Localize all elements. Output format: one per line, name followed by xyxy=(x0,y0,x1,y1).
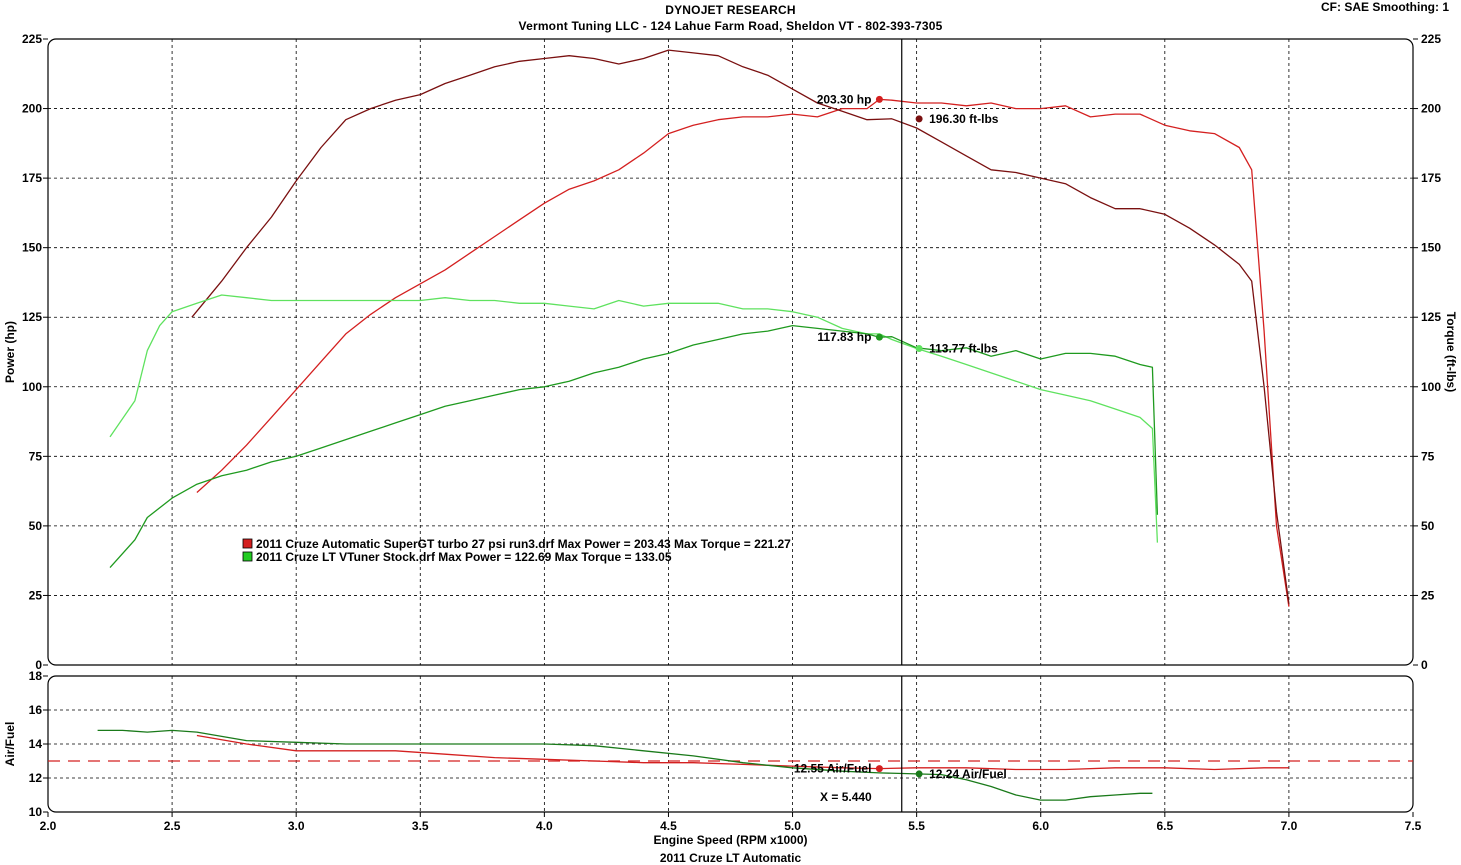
airfuel-annotation-marker xyxy=(915,770,923,778)
annotation-marker xyxy=(915,115,923,123)
annotation-label: 203.30 hp xyxy=(817,92,872,106)
y2-axis-label: Torque (ft-lbs) xyxy=(1444,312,1458,392)
x-tick-label: 4.5 xyxy=(660,819,677,833)
y2-tick-label: 75 xyxy=(1421,449,1435,463)
cf-smoothing-info: CF: SAE Smoothing: 1 xyxy=(1321,0,1449,14)
airfuel-tick-label: 16 xyxy=(29,703,43,717)
x-tick-label: 5.5 xyxy=(908,819,925,833)
annotation-marker xyxy=(875,333,883,341)
airfuel-tick-label: 12 xyxy=(29,771,43,785)
airfuel-annotation-marker xyxy=(875,765,883,773)
y2-tick-label: 25 xyxy=(1421,588,1435,602)
green-airfuel-series xyxy=(97,729,1153,801)
y-tick-label: 0 xyxy=(35,658,42,672)
y-tick-label: 125 xyxy=(22,310,42,324)
y2-tick-label: 150 xyxy=(1421,241,1441,255)
y-tick-label: 175 xyxy=(22,171,42,185)
y2-tick-label: 200 xyxy=(1421,102,1441,116)
annotation-marker xyxy=(875,95,883,103)
airfuel-tick-label: 10 xyxy=(29,805,43,819)
y-tick-label: 25 xyxy=(29,588,43,602)
annotation-marker xyxy=(915,344,923,352)
y-axis-label: Power (hp) xyxy=(3,321,17,383)
legend-swatch xyxy=(242,538,253,549)
x-tick-label: 7.5 xyxy=(1405,819,1422,833)
y2-tick-label: 225 xyxy=(1421,32,1441,46)
y-tick-label: 150 xyxy=(22,241,42,255)
legend-entry: 2011 Cruze Automatic SuperGT turbo 27 ps… xyxy=(256,537,791,551)
y2-tick-label: 125 xyxy=(1421,310,1441,324)
cursor-label: X = 5.440 xyxy=(820,790,872,804)
y-tick-label: 225 xyxy=(22,32,42,46)
y-tick-label: 200 xyxy=(22,102,42,116)
x-tick-label: 6.5 xyxy=(1156,819,1173,833)
x-tick-label: 7.0 xyxy=(1281,819,1298,833)
airfuel-annotation-label: 12.24 Air/Fuel xyxy=(929,767,1007,781)
airfuel-axis-label: Air/Fuel xyxy=(3,722,17,767)
x-tick-label: 6.0 xyxy=(1032,819,1049,833)
header-subtitle: Vermont Tuning LLC - 124 Lahue Farm Road… xyxy=(518,19,943,33)
y2-tick-label: 50 xyxy=(1421,519,1435,533)
x-axis-label: Engine Speed (RPM x1000) xyxy=(653,833,807,847)
y-tick-label: 100 xyxy=(22,380,42,394)
annotation-label: 113.77 ft-lbs xyxy=(929,341,998,355)
x-tick-label: 3.0 xyxy=(288,819,305,833)
footer-title: 2011 Cruze LT Automatic xyxy=(659,851,802,865)
annotation-label: 196.30 ft-lbs xyxy=(929,112,999,126)
airfuel-plot: 2.0 2.5 3.0 3.5 4.0 4.5 5.0 5.5 6.0 6.5 7.0 7.5 10 12… xyxy=(3,669,1422,847)
y2-tick-label: 100 xyxy=(1421,380,1441,394)
header-title: DYNOJET RESEARCH xyxy=(665,3,796,17)
power-torque-plot: 0 0 25 25 50 50 75 75 100 100 125 125 150 150 175 175 20… xyxy=(3,32,1458,672)
annotation-label: 117.83 hp xyxy=(817,330,871,344)
x-tick-label: 4.0 xyxy=(536,819,553,833)
main-plot-frame xyxy=(47,38,1414,666)
y-tick-label: 75 xyxy=(29,449,43,463)
green-torque-series xyxy=(109,294,1159,543)
x-tick-label: 5.0 xyxy=(784,819,801,833)
airfuel-tick-label: 14 xyxy=(29,737,43,751)
legend-entry: 2011 Cruze LT VTuner Stock.drf Max Power… xyxy=(256,550,672,564)
legend-swatch xyxy=(242,551,253,562)
y-tick-label: 50 xyxy=(29,519,43,533)
y2-tick-label: 175 xyxy=(1421,171,1441,185)
airfuel-tick-label: 18 xyxy=(29,669,43,683)
x-tick-label: 2.0 xyxy=(40,819,57,833)
green-power-series xyxy=(109,324,1159,569)
airfuel-annotation-label: 12.55 Air/Fuel xyxy=(794,762,872,776)
red-torque-series xyxy=(191,49,1290,604)
y2-tick-label: 0 xyxy=(1421,658,1428,672)
x-tick-label: 2.5 xyxy=(164,819,181,833)
x-tick-label: 3.5 xyxy=(412,819,429,833)
